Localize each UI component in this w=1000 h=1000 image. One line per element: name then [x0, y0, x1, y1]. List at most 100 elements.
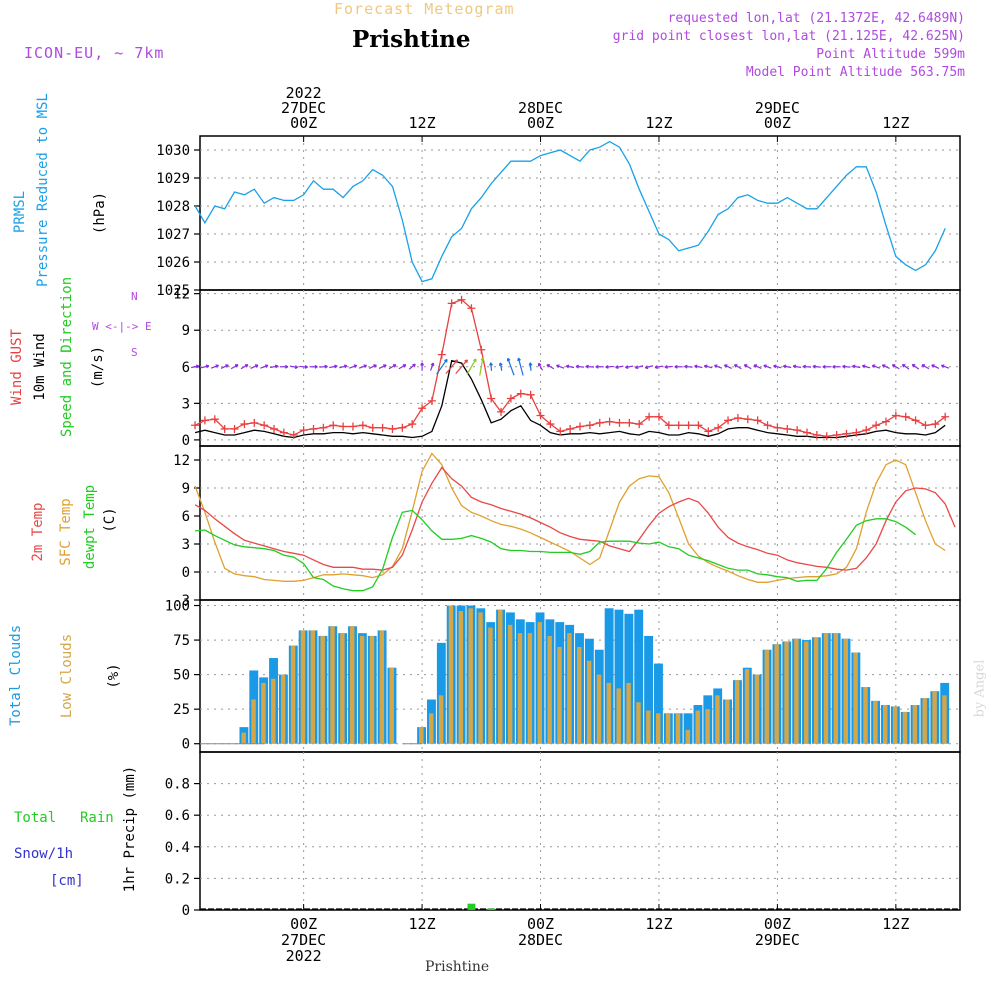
- wind-arrow: [299, 365, 308, 368]
- rain-bar: [487, 908, 496, 910]
- y-tick-label: 6: [182, 360, 190, 376]
- gust-marker: [763, 421, 772, 430]
- wind-arrow: [329, 365, 338, 369]
- low-cloud-bar: [675, 713, 681, 744]
- wind-arrow-head: [412, 363, 416, 368]
- gust-marker: [339, 422, 348, 431]
- gust-marker: [891, 411, 900, 420]
- y-tick-label: 1025: [156, 283, 190, 299]
- gust-marker: [388, 424, 397, 433]
- wind-arrow-head: [575, 364, 580, 369]
- wind-arrow: [445, 359, 458, 375]
- gust-marker: [378, 423, 387, 432]
- y-tick-label: 1026: [156, 255, 190, 271]
- wind-arrow: [566, 365, 575, 369]
- low-cloud-bar: [419, 727, 424, 744]
- wind-arrow-head: [304, 364, 308, 369]
- wind-arrow-head: [792, 364, 797, 369]
- wind-arrow: [556, 364, 565, 369]
- wind-arrow-head: [274, 364, 279, 369]
- wind-arrow: [842, 365, 851, 368]
- low-cloud-bar: [428, 713, 434, 744]
- cm-label: [cm]: [50, 873, 84, 889]
- low-cloud-bar: [567, 633, 572, 744]
- wind-arrow-head: [473, 358, 477, 363]
- y-tick-label: 75: [173, 633, 190, 649]
- low-cloud-bar: [873, 700, 878, 744]
- gust-marker: [862, 426, 871, 435]
- rain-label: Rain: [80, 810, 114, 826]
- time-label-top: 00Z: [764, 114, 791, 132]
- low-cloud-bar: [300, 630, 306, 744]
- time-label-top: 28DEC: [518, 99, 563, 117]
- wind-arrow: [882, 364, 890, 370]
- gust-marker: [566, 424, 575, 433]
- wind-arrow-head: [832, 364, 836, 369]
- low-cloud-bar: [517, 633, 523, 744]
- gust-marker: [200, 416, 209, 425]
- wind-arrow-head: [852, 364, 856, 369]
- wind-arrow-head: [595, 364, 599, 369]
- wind-arrow: [479, 357, 484, 376]
- wind-arrow-head: [713, 364, 718, 369]
- gust-marker: [743, 415, 752, 424]
- gust-marker: [753, 416, 762, 425]
- wind-arrow: [802, 365, 812, 368]
- low-cloud-bar: [290, 645, 296, 744]
- wind-arrow-head: [420, 362, 425, 366]
- low-cloud-bar: [389, 667, 394, 744]
- gust-marker: [546, 420, 555, 429]
- wind-arrow: [654, 365, 664, 369]
- wind-arrow: [862, 365, 871, 369]
- y-tick-label: 0.8: [165, 777, 190, 793]
- gust-marker: [467, 304, 476, 313]
- low-cloud-bar: [932, 691, 937, 744]
- wind-arrow-head: [585, 364, 589, 369]
- wind-arrow-head: [215, 364, 220, 369]
- t2m-label: 2m Temp: [30, 502, 46, 562]
- low-cloud-bar: [478, 612, 483, 744]
- time-label-bottom: 2022: [286, 947, 322, 965]
- wind-arrow-head: [940, 364, 945, 369]
- gust-marker: [329, 421, 338, 430]
- wind-arrow-head: [205, 364, 210, 369]
- wind-arrow-head: [704, 364, 708, 369]
- gust-marker: [526, 390, 535, 399]
- wind-arrow: [388, 364, 397, 370]
- chart-subtitle: Forecast Meteogram: [334, 0, 515, 18]
- wind-arrow: [529, 362, 532, 371]
- wind-arrow: [744, 364, 752, 370]
- gust-marker: [427, 396, 436, 405]
- wind-arrow: [436, 359, 448, 375]
- wind-arrow-head: [822, 364, 826, 369]
- c-unit: (C): [102, 507, 118, 533]
- y-tick-label: 3: [182, 396, 190, 412]
- total-clouds-label: Total Clouds: [8, 624, 24, 726]
- wind-arrow-head: [743, 364, 748, 368]
- wind-arrow: [852, 365, 861, 369]
- wind-arrow-head: [773, 364, 777, 369]
- low-cloud-bar: [359, 635, 365, 744]
- wind-arrow-head: [517, 357, 521, 362]
- wind-arrow-head: [911, 363, 916, 368]
- cloud-bars: [239, 605, 950, 744]
- y-tick-label: 3: [182, 537, 190, 553]
- wind-arrow-head: [634, 365, 639, 370]
- y-tick-label: -3: [173, 593, 190, 609]
- wind-arrow-head: [901, 363, 906, 368]
- wind-arrow-head: [294, 365, 299, 370]
- low-cloud-bar: [764, 649, 770, 744]
- gust-marker: [625, 418, 634, 427]
- total-cloud-bar: [683, 713, 693, 744]
- wind-arrow-head: [861, 364, 866, 369]
- low-cloud-bar: [833, 633, 839, 744]
- time-label-bottom: 12Z: [645, 915, 672, 933]
- time-label-bottom: 00Z: [527, 915, 554, 933]
- gust-marker: [309, 424, 318, 433]
- low-cloud-bar: [942, 695, 947, 744]
- wind-arrow: [466, 358, 477, 375]
- wind-arrow: [734, 364, 742, 370]
- low-cloud-bar: [922, 698, 927, 744]
- low-cloud-bar: [863, 687, 868, 744]
- wind-arrow: [783, 365, 792, 369]
